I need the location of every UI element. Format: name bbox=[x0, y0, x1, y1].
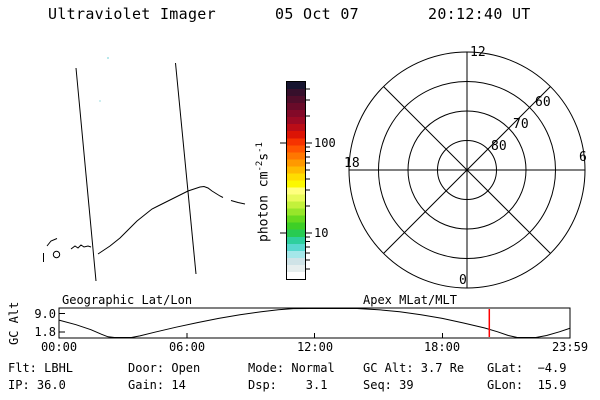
gc-alt-curve bbox=[58, 308, 570, 338]
colorbar-ticks bbox=[280, 88, 312, 270]
coastline-arc-small bbox=[46, 238, 58, 247]
status-gain: Gain: 14 bbox=[128, 378, 186, 392]
colorbar-tick-label-100: 100 bbox=[314, 136, 336, 150]
meridian-line-right bbox=[175, 62, 197, 275]
image-speck-2 bbox=[99, 100, 101, 102]
unit-text-s: s bbox=[256, 152, 272, 161]
xtick-label-0600: 06:00 bbox=[168, 340, 206, 354]
ytick-label-9: 9.0 bbox=[34, 307, 56, 321]
timeline-ylabel: GC Alt bbox=[7, 301, 21, 345]
status-glat: GLat: −4.9 bbox=[487, 361, 567, 375]
geographic-map-panel bbox=[43, 57, 246, 282]
mlt-label-12: 12 bbox=[470, 45, 486, 60]
status-glon: GLon: 15.9 bbox=[487, 378, 567, 392]
status-gc-alt: GC Alt: 3.7 Re bbox=[363, 361, 465, 375]
mlt-label-0: 0 bbox=[459, 273, 467, 288]
status-flt: Flt: LBHL bbox=[8, 361, 74, 375]
unit-text: photon cm bbox=[256, 171, 272, 242]
unit-sup-1: -1 bbox=[255, 142, 265, 153]
polar-spoke-diag-nw bbox=[383, 86, 551, 254]
coastline-west-segment bbox=[70, 244, 92, 250]
ring-label-70: 70 bbox=[513, 117, 529, 132]
apex-caption: Apex MLat/MLT bbox=[363, 293, 457, 307]
status-dsp: Dsp: 3.1 bbox=[248, 378, 328, 392]
xtick-label-1200: 12:00 bbox=[296, 340, 334, 354]
header-time: 20:12:40 UT bbox=[428, 5, 531, 23]
coastline-east-segment bbox=[230, 200, 246, 205]
mlt-label-6: 6 bbox=[579, 150, 587, 165]
island-outline bbox=[52, 250, 61, 259]
colorbar-unit-label: photon cm-2s-1 bbox=[255, 142, 272, 242]
meridian-line-left bbox=[75, 67, 97, 282]
timeline-plot bbox=[58, 307, 571, 339]
colorbar-tick-label-10: 10 bbox=[314, 226, 329, 240]
xtick-label-0000: 00:00 bbox=[40, 340, 78, 354]
status-mode: Mode: Normal bbox=[248, 361, 335, 375]
geographic-caption: Geographic Lat/Lon bbox=[62, 293, 193, 307]
polar-grid bbox=[348, 51, 586, 289]
header-date: 05 Oct 07 bbox=[275, 5, 359, 23]
status-door: Door: Open bbox=[128, 361, 201, 375]
colorbar-strip bbox=[286, 81, 306, 280]
image-speck-1 bbox=[107, 57, 109, 59]
ytick-label-1-8: 1.8 bbox=[34, 325, 56, 339]
status-ip: IP: 36.0 bbox=[8, 378, 66, 392]
ring-label-80: 80 bbox=[491, 139, 507, 154]
page-title: Ultraviolet Imager bbox=[48, 5, 216, 23]
status-seq: Seq: 39 bbox=[363, 378, 414, 392]
coastline-main bbox=[97, 185, 224, 255]
unit-sup-2: -2 bbox=[255, 160, 265, 172]
xtick-label-1800: 18:00 bbox=[423, 340, 461, 354]
mlt-label-18: 18 bbox=[344, 156, 360, 171]
ring-label-60: 60 bbox=[535, 95, 551, 110]
xtick-label-2359: 23:59 bbox=[551, 340, 589, 354]
